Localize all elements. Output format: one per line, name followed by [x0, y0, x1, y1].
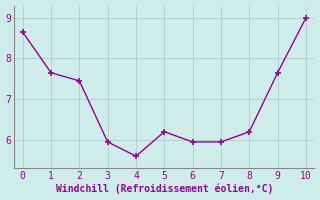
X-axis label: Windchill (Refroidissement éolien,°C): Windchill (Refroidissement éolien,°C) — [56, 184, 273, 194]
